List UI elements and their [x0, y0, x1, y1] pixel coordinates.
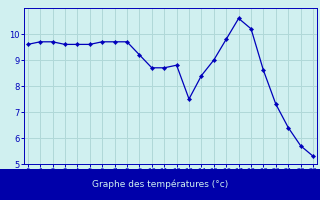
Text: Graphe des températures (°c): Graphe des températures (°c) [92, 180, 228, 189]
